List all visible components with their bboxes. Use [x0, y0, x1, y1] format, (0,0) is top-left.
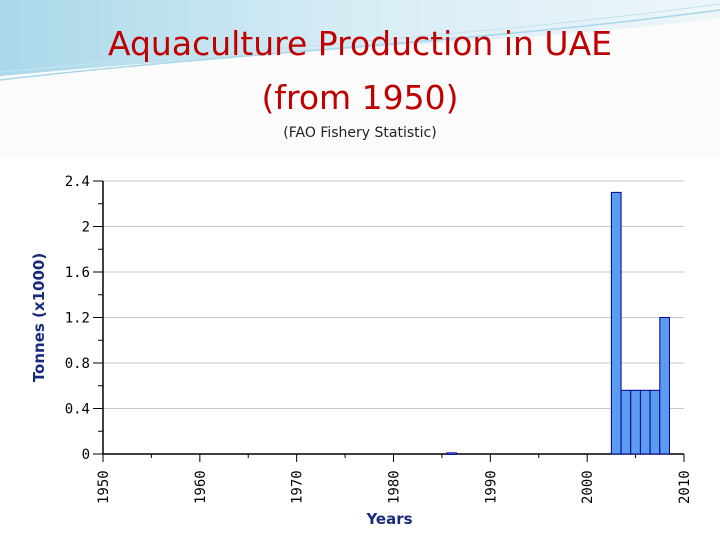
slide-title-line-2: (from 1950)	[261, 78, 459, 117]
header-band	[0, 0, 720, 158]
bar-2003	[610, 191, 622, 455]
bar-2008	[659, 317, 670, 455]
y-tick-label-3: 1.2	[65, 311, 90, 327]
grid-layer	[103, 180, 684, 455]
slide-title-line-1: Aquaculture Production in UAE	[107, 24, 612, 63]
axis-layer	[93, 180, 685, 462]
bar-2005	[630, 389, 641, 455]
bar-2004	[620, 389, 632, 455]
x-axis-title: Years	[365, 510, 412, 528]
x-tick-label-5: 2000	[580, 470, 596, 504]
x-tick-label-4: 1990	[483, 470, 499, 504]
labels-layer: 0 0.4 0.8 1.2 1.6 2 2.4 1950 1960 1970 1980 1990 200…	[30, 174, 693, 528]
header-swoosh	[0, 0, 720, 76]
x-tick-label-6: 2010	[677, 470, 693, 504]
bar-2007	[649, 389, 661, 455]
header-swoosh-line-2	[0, 3, 720, 73]
slide-subtitle: (FAO Fishery Statistic)	[283, 125, 437, 141]
y-tick-label-5: 2	[82, 220, 90, 236]
bars-layer	[446, 191, 670, 455]
x-tick-label-2: 1970	[290, 470, 306, 504]
x-tick-label-3: 1980	[387, 470, 403, 504]
header-swoosh-line	[0, 9, 720, 81]
x-tick-label-1: 1960	[193, 470, 209, 504]
y-tick-label-0: 0	[82, 447, 90, 463]
y-tick-label-4: 1.6	[65, 265, 90, 281]
y-tick-label-6: 2.4	[65, 174, 90, 190]
y-axis-title: Tonnes (x1000)	[30, 253, 48, 382]
x-tick-label-0: 1950	[96, 470, 112, 504]
y-tick-label-1: 0.4	[65, 402, 90, 418]
y-tick-label-2: 0.8	[65, 356, 90, 372]
bar-2006	[639, 389, 651, 455]
bar-1986	[446, 452, 457, 455]
